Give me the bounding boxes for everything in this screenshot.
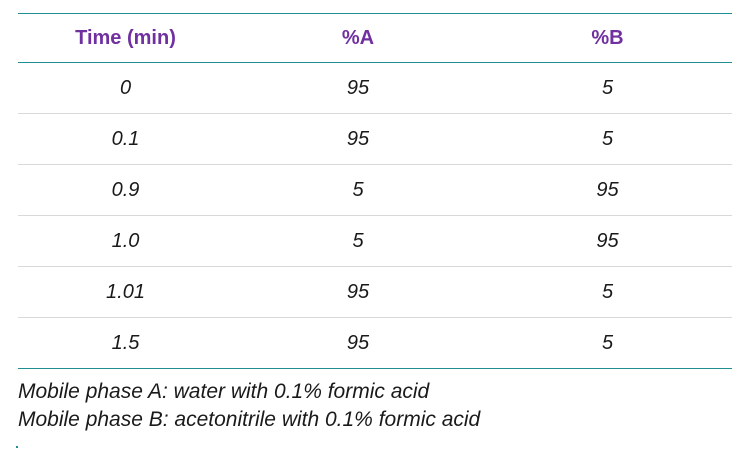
cell-percent-b: 5 — [601, 76, 614, 99]
cell-percent-a: 95 — [346, 127, 370, 150]
cell-percent-b: 5 — [601, 127, 614, 150]
note-mobile-phase-a: Mobile phase A: water with 0.1% formic a… — [18, 380, 430, 403]
cell-time: 0.9 — [111, 178, 140, 201]
cell-percent-b: 95 — [596, 178, 619, 201]
gradient-table-container: Time (min) %A %B 0 95 5 0.1 95 5 0.9 5 9… — [18, 13, 732, 369]
table-row: 0.9 5 95 — [18, 165, 732, 216]
cell-percent-a: 5 — [352, 229, 364, 252]
table-row: 0.1 95 5 — [18, 114, 732, 165]
cell-percent-b: 5 — [601, 280, 614, 303]
cell-time: 1.0 — [111, 229, 140, 252]
cell-percent-b: 5 — [601, 331, 614, 354]
table-header: Time (min) %A %B — [18, 13, 732, 63]
cell-percent-a: 95 — [346, 280, 370, 303]
cell-time: 0 — [119, 76, 132, 99]
cell-percent-b: 95 — [596, 229, 619, 252]
header-time: Time (min) — [75, 26, 176, 49]
cell-time: 0.1 — [111, 127, 140, 150]
header-percent-b: %B — [591, 26, 624, 49]
cell-time: 1.01 — [106, 280, 145, 303]
table-row: 1.01 95 5 — [18, 267, 732, 318]
header-row: Time (min) %A %B — [18, 13, 732, 63]
corner-mark — [16, 446, 18, 448]
cell-percent-a: 95 — [346, 76, 370, 99]
cell-time: 1.5 — [111, 331, 140, 354]
table-body: 0 95 5 0.1 95 5 0.9 5 95 1.0 5 95 1.01 9 — [18, 63, 732, 369]
table-row: 1.0 5 95 — [18, 216, 732, 267]
cell-percent-a: 5 — [352, 178, 364, 201]
table-row: 1.5 95 5 — [18, 318, 732, 369]
note-mobile-phase-b: Mobile phase B: acetonitrile with 0.1% f… — [18, 408, 481, 431]
mobile-phase-notes: Mobile phase A: water with 0.1% formic a… — [18, 378, 732, 434]
table-row: 0 95 5 — [18, 63, 732, 114]
header-percent-a: %A — [341, 26, 375, 49]
cell-percent-a: 95 — [346, 331, 370, 354]
gradient-table: Time (min) %A %B 0 95 5 0.1 95 5 0.9 5 9… — [18, 13, 732, 369]
